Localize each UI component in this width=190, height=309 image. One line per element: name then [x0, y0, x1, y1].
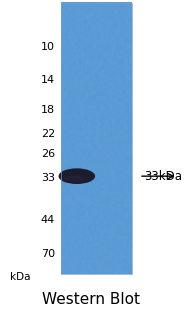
Text: 70: 70: [41, 249, 55, 260]
Text: 10: 10: [41, 42, 55, 52]
Text: 14: 14: [41, 75, 55, 85]
Bar: [61, 3, 132, 274]
Text: 26: 26: [41, 149, 55, 159]
Text: 33kDa: 33kDa: [145, 170, 183, 183]
Text: 22: 22: [41, 129, 55, 139]
Text: 33: 33: [41, 173, 55, 183]
Ellipse shape: [64, 176, 84, 182]
Text: 44: 44: [41, 215, 55, 225]
Text: 18: 18: [41, 105, 55, 115]
Text: kDa: kDa: [10, 272, 31, 281]
Ellipse shape: [59, 168, 95, 184]
Text: Western Blot: Western Blot: [42, 292, 140, 307]
